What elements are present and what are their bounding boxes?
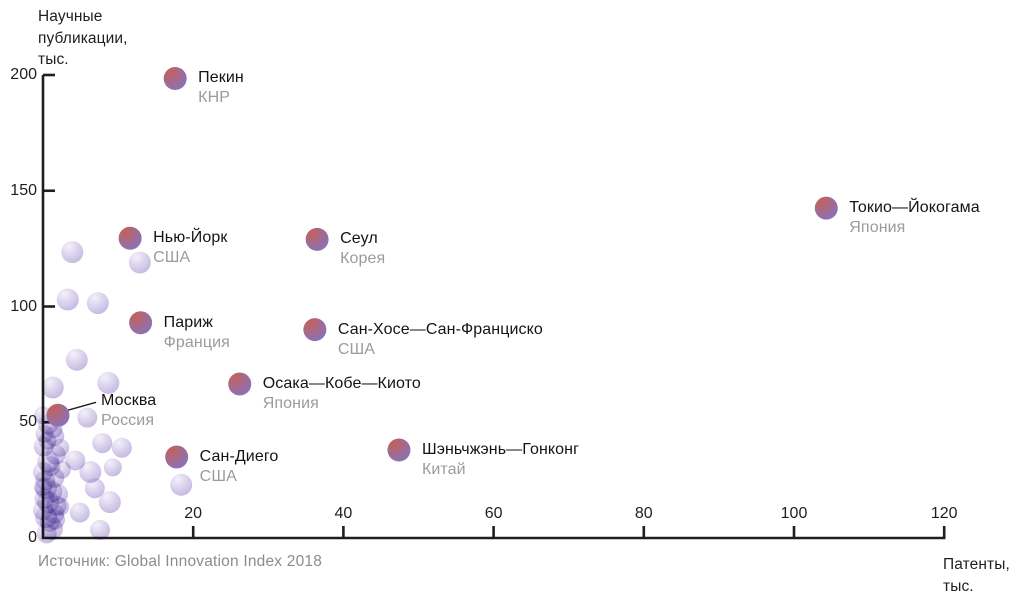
city-bubble-москва [46, 403, 70, 427]
country-label-сан-диего: США [199, 467, 237, 485]
y-tick-label-150: 150 [10, 181, 37, 199]
background-bubble [111, 437, 132, 458]
background-bubble [69, 502, 90, 523]
city-label-токио-йокогама: Токио—Йокогама [849, 199, 980, 217]
background-bubble [92, 433, 113, 454]
x-axis-title-line: тыс. [943, 577, 974, 595]
city-label-пекин: Пекин [198, 69, 244, 87]
x-tick-label-100: 100 [780, 505, 808, 522]
city-label-шэньчжэнь-гонконг: Шэньчжэнь—Гонконг [421, 441, 580, 459]
x-tick-label-120: 120 [930, 505, 958, 522]
y-tick-label-50: 50 [19, 413, 37, 431]
background-bubble [97, 371, 120, 394]
y-tick-label-100: 100 [10, 297, 37, 315]
city-label-нью-йорк: Нью-Йорк [153, 229, 228, 247]
city-label-париж: Париж [163, 313, 214, 331]
x-tick-label-60: 60 [484, 505, 503, 522]
background-bubble [90, 519, 111, 540]
axes [41, 75, 946, 540]
source-note: Источник: Global Innovation Index 2018 [38, 553, 323, 570]
moscow-leader-line [63, 401, 97, 412]
city-bubble-нью-йорк [118, 226, 142, 250]
country-label-париж: Франция [163, 333, 230, 351]
background-bubble [65, 450, 86, 471]
y-tick-label-0: 0 [28, 529, 37, 546]
background-bubble [77, 407, 98, 428]
city-label-сан-диего: Сан-Диего [199, 447, 279, 465]
country-label-москва: Россия [101, 412, 155, 430]
background-bubble [35, 506, 58, 529]
city-label-москва: Москва [101, 392, 157, 410]
y-axis-title-line: публикации, [38, 29, 128, 47]
country-label-токио-йокогама: Япония [849, 219, 906, 237]
background-bubble [79, 461, 102, 484]
city-bubble-париж [129, 311, 153, 335]
city-bubble-пекин [163, 66, 187, 90]
country-label-нью-йорк: США [153, 249, 191, 267]
x-tick-label-20: 20 [184, 505, 203, 522]
country-label-пекин: КНР [198, 89, 231, 107]
background-bubble [61, 241, 84, 264]
city-bubble-токио-йокогама [814, 196, 838, 220]
city-bubble-осака-кобе-киото [228, 372, 252, 396]
x-axis-title: Патенты, тыс. [943, 554, 1010, 597]
background-bubble [35, 424, 54, 443]
city-bubble-сеул [305, 227, 329, 251]
background-bubble [170, 473, 193, 496]
city-bubble-сан-хосе-сан-франциско [303, 318, 327, 342]
y-axis-title-line: тыс. [38, 51, 69, 68]
background-bubble [128, 251, 151, 274]
y-axis-title: Научные публикации, тыс. [38, 6, 128, 71]
country-label-шэньчжэнь-гонконг: Китай [421, 461, 466, 479]
y-tick-label-200: 200 [10, 66, 37, 83]
background-bubble [103, 458, 122, 477]
background-bubble [40, 480, 63, 503]
y-axis-title-line: Научные [38, 8, 103, 25]
background-bubble [56, 288, 79, 311]
city-label-сеул: Сеул [340, 230, 378, 248]
city-bubble-шэньчжэнь-гонконг [387, 438, 411, 462]
x-axis-title-line: Патенты, [943, 556, 1010, 573]
x-tick-label-40: 40 [334, 505, 353, 522]
background-bubble [41, 376, 64, 399]
country-label-сан-хосе-сан-франциско: США [337, 340, 376, 358]
city-bubble-сан-диего [165, 445, 189, 469]
country-label-осака-кобе-киото: Япония [262, 395, 319, 413]
x-tick-label-80: 80 [634, 505, 653, 522]
city-label-сан-хосе-сан-франциско: Сан-Хосе—Сан-Франциско [337, 320, 543, 338]
country-label-сеул: Корея [340, 250, 386, 268]
city-label-осака-кобе-киото: Осака—Кобе—Киото [262, 375, 421, 393]
background-bubble [65, 348, 88, 371]
background-bubble [98, 491, 121, 514]
background-bubble [84, 478, 105, 499]
background-bubble [86, 292, 109, 315]
